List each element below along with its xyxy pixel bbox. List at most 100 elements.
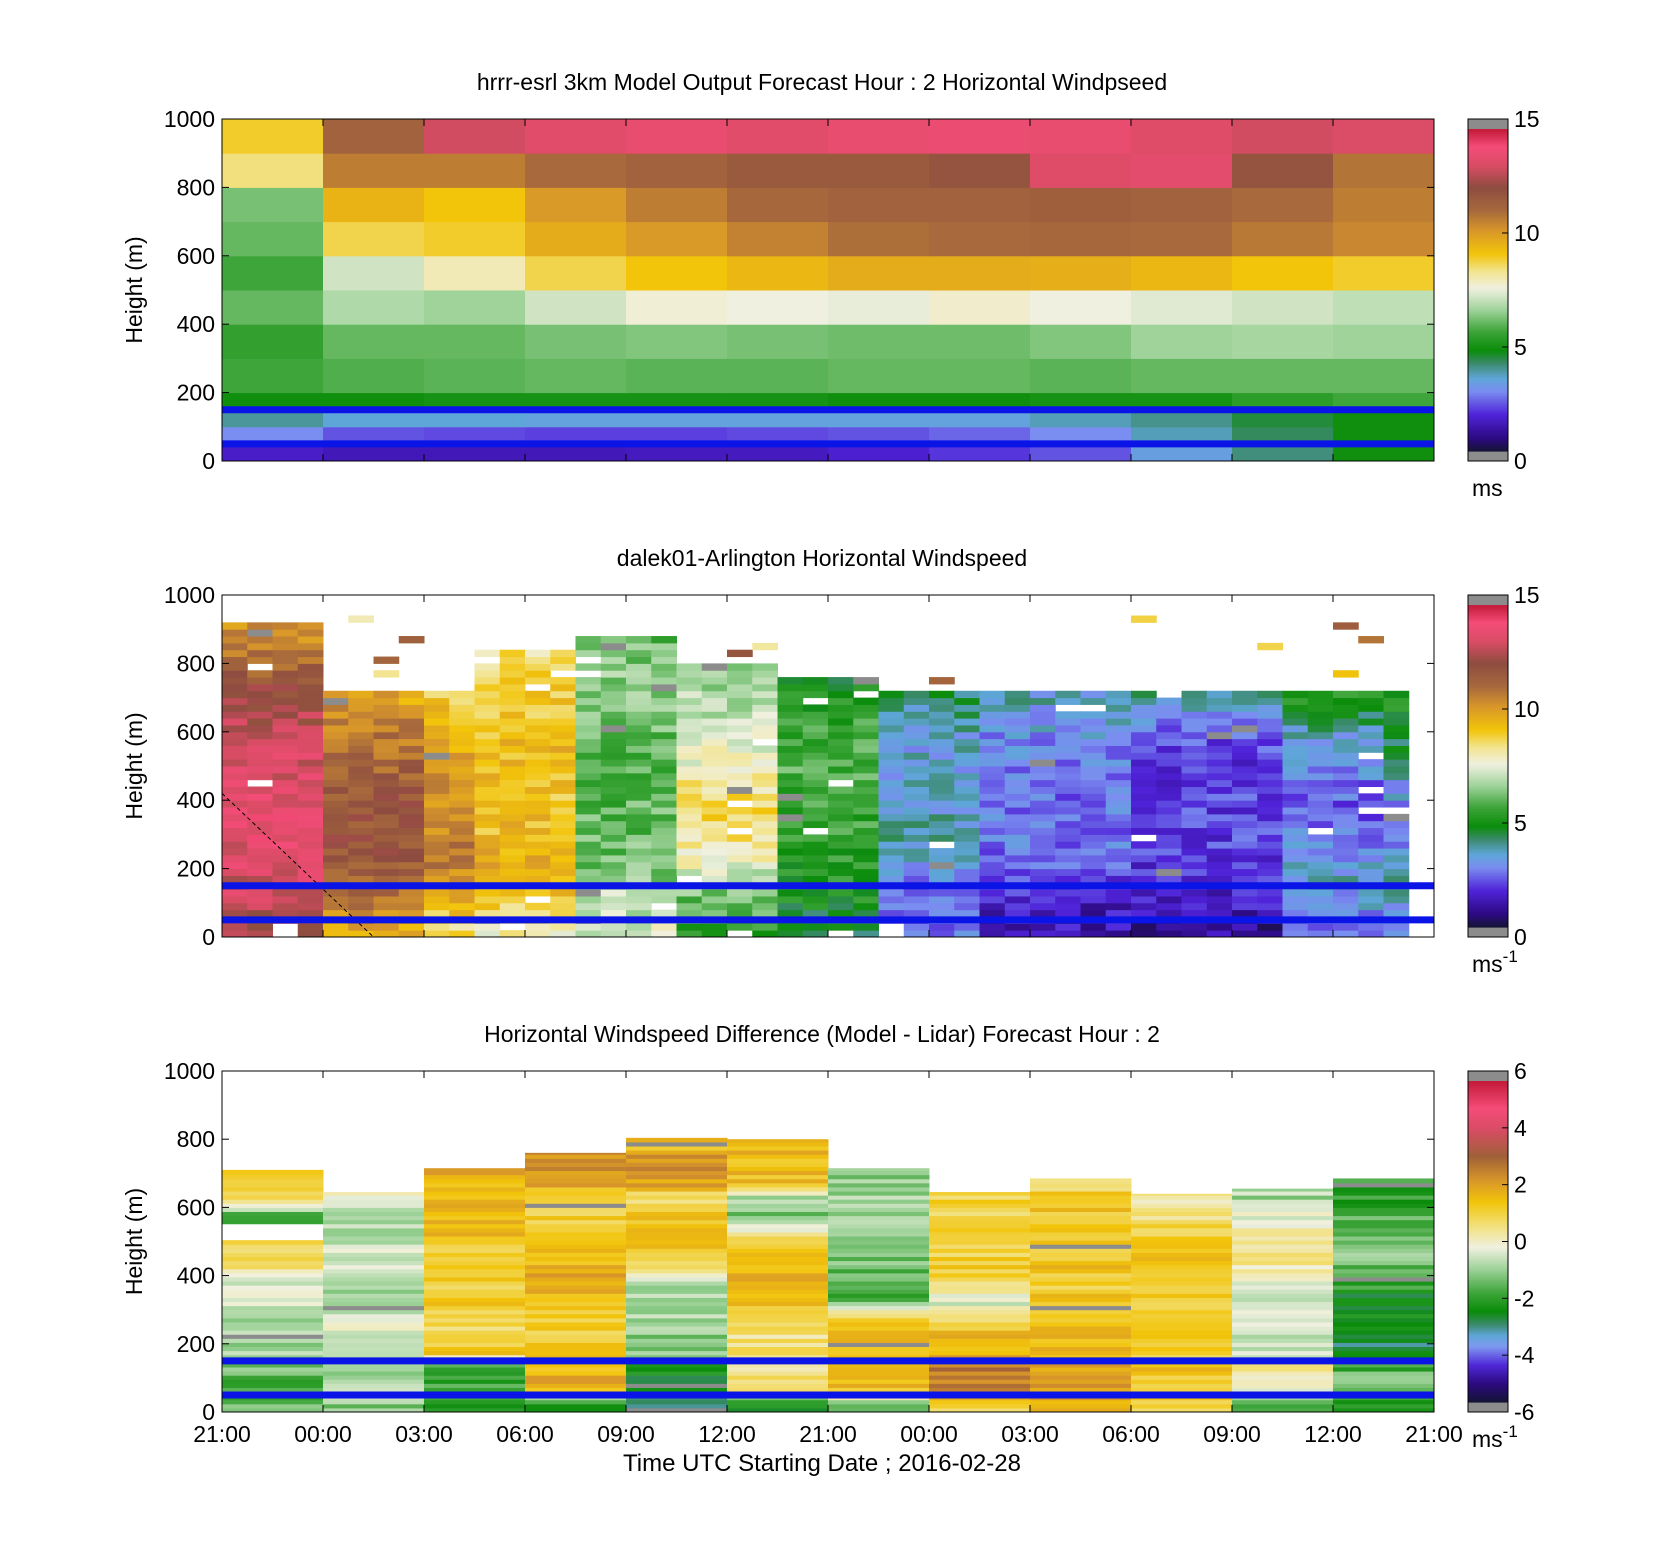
heatmap-cell [424, 752, 450, 760]
heatmap-cell [828, 902, 854, 911]
colorbar-segment [1468, 1177, 1508, 1180]
heatmap-cell [1232, 1264, 1334, 1270]
heatmap-cell [1358, 731, 1384, 740]
heatmap-cell [1206, 752, 1233, 760]
heatmap-cell [449, 807, 475, 815]
colorbar-segment [1468, 350, 1508, 353]
heatmap-cell [1307, 745, 1334, 753]
heatmap-cell [1232, 704, 1258, 712]
heatmap-cell [1055, 718, 1081, 726]
heatmap-cell [1232, 827, 1258, 835]
heatmap-cell [222, 1330, 324, 1335]
heatmap-cell [727, 358, 829, 394]
heatmap-cell [1030, 895, 1056, 904]
heatmap-cell [1232, 841, 1258, 849]
heatmap-cell [1358, 895, 1384, 904]
heatmap-cell [727, 1301, 829, 1307]
heatmap-cell [600, 636, 627, 644]
heatmap-cell [222, 690, 248, 699]
colorbar-segment [1468, 1315, 1508, 1319]
colorbar-segment [1468, 167, 1508, 170]
heatmap-cell [1333, 1293, 1435, 1298]
heatmap-cell [727, 1154, 829, 1159]
heatmap-cell [727, 1248, 829, 1253]
heatmap-cell [1080, 895, 1107, 904]
heatmap-cell [727, 889, 753, 897]
heatmap-cell [954, 786, 980, 794]
heatmap-cell [1383, 779, 1410, 788]
heatmap-cell [323, 1321, 425, 1327]
heatmap-cell [222, 745, 248, 753]
heatmap-cell [424, 1264, 526, 1270]
heatmap-cell [727, 1350, 829, 1356]
heatmap-cell [1232, 889, 1258, 897]
heatmap-cell [323, 1223, 425, 1229]
heatmap-cell [222, 1354, 324, 1360]
heatmap-cell [272, 786, 299, 794]
heatmap-cell [499, 820, 526, 829]
heatmap-cell [626, 1281, 728, 1286]
heatmap-cell [802, 854, 829, 863]
heatmap-cell [323, 724, 349, 733]
colorbar-segment [1468, 1349, 1508, 1353]
heatmap-cell [626, 1248, 728, 1253]
heatmap-cell [550, 848, 576, 856]
colorbar-segment [1468, 691, 1508, 695]
heatmap-cell [626, 1371, 728, 1376]
heatmap-cell [929, 923, 955, 931]
colorbar-segment [1468, 159, 1508, 162]
heatmap-cell [373, 868, 400, 876]
heatmap-cell [525, 834, 551, 842]
heatmap-cell [499, 752, 526, 760]
heatmap-cell [929, 1362, 1031, 1368]
colorbar-segment [1468, 788, 1508, 791]
heatmap-cell [1257, 731, 1283, 740]
heatmap-cell [1030, 187, 1132, 223]
heatmap-cell [600, 649, 627, 658]
heatmap-cell [727, 1211, 829, 1217]
heatmap-cell [1030, 1276, 1132, 1282]
heatmap-cell [575, 895, 602, 904]
colorbar-segment [1468, 1335, 1508, 1339]
colorbar-segment [1468, 223, 1508, 227]
colorbar-segment [1468, 1209, 1508, 1213]
heatmap-cell [1030, 827, 1056, 835]
heatmap-cell [651, 663, 677, 671]
heatmap-cell [777, 683, 804, 692]
heatmap-cell [1206, 718, 1233, 726]
colorbar-segment [1468, 912, 1508, 916]
colorbar-segment [1468, 918, 1508, 922]
heatmap-cell [752, 820, 778, 829]
heatmap-cell [1206, 690, 1233, 699]
heatmap-cell [1383, 813, 1410, 822]
heatmap-cell [1307, 772, 1334, 781]
heatmap-cell [828, 1252, 930, 1258]
heatmap-cell [727, 807, 753, 815]
heatmap-cell [1131, 1375, 1233, 1380]
heatmap-cell [1333, 670, 1359, 678]
heatmap-cell [1004, 724, 1031, 733]
heatmap-cell [424, 1191, 526, 1196]
heatmap-cell [929, 1371, 1031, 1376]
heatmap-cell [323, 1387, 425, 1393]
heatmap-cell [903, 807, 930, 815]
heatmap-cell [1282, 745, 1309, 753]
heatmap-cell [1131, 902, 1157, 911]
colorbar-segment [1468, 1263, 1508, 1267]
heatmap-cell [752, 766, 778, 774]
heatmap-cell [651, 642, 677, 651]
heatmap-cell [727, 1309, 829, 1315]
colorbar-segment [1468, 342, 1508, 345]
heatmap-cell [903, 793, 930, 801]
heatmap-cell [398, 889, 425, 897]
heatmap-cell [222, 807, 248, 815]
heatmap-cell [929, 1260, 1031, 1266]
colorbar-segment [1468, 840, 1508, 844]
heatmap-cell [903, 854, 930, 863]
heatmap-cell [1030, 1223, 1132, 1229]
heatmap-cell [323, 1403, 425, 1409]
heatmap-cell [222, 800, 248, 808]
heatmap-cell [929, 1383, 1031, 1388]
y-tick-label: 400 [177, 1263, 215, 1289]
colorbar-segment [1468, 828, 1508, 831]
